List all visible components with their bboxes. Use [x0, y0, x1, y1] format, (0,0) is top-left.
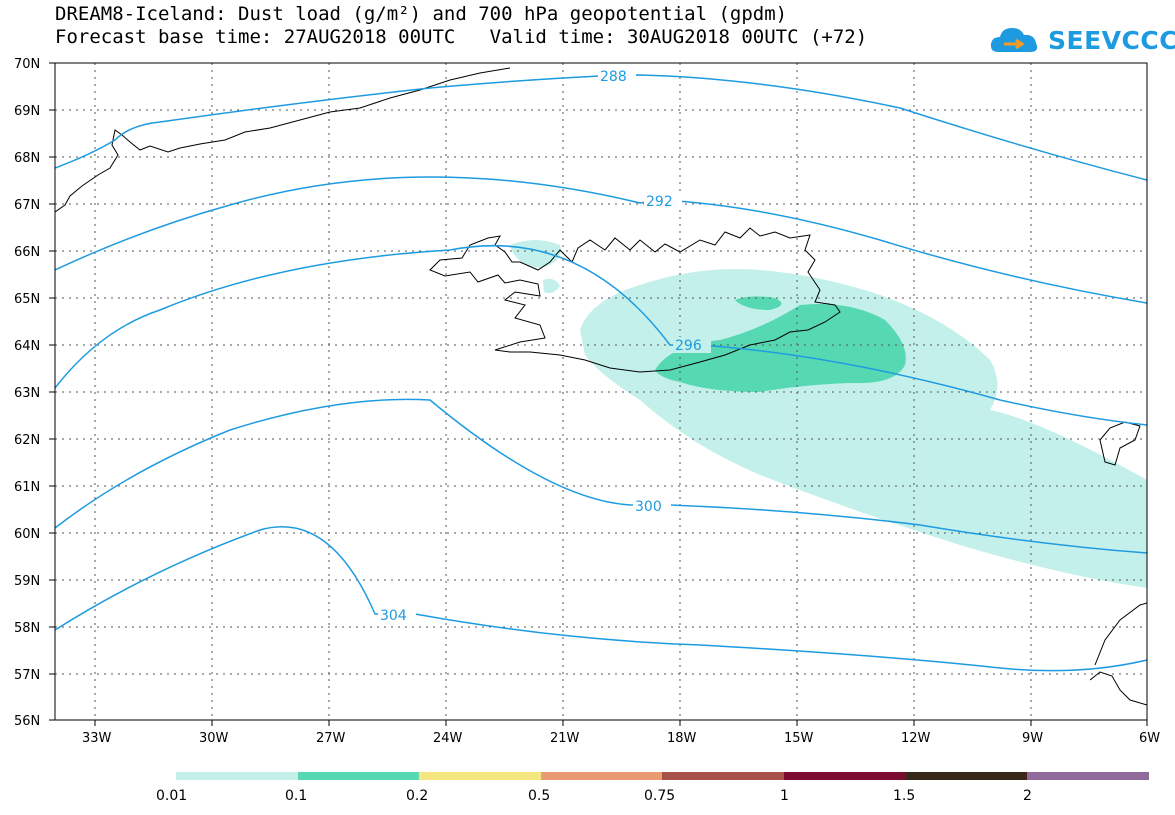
contour-label-300: 300	[635, 499, 662, 515]
lat-label-61n: 61N	[14, 480, 40, 495]
geopotential-contours	[55, 74, 1147, 672]
cloud-icon	[990, 28, 1038, 52]
greenland-coastline	[55, 67, 511, 213]
contour-label-292: 292	[646, 194, 673, 210]
lon-label-9w: 9W	[1022, 731, 1043, 746]
colorbar-swatch-3	[541, 772, 662, 780]
contour-300	[55, 398, 1147, 554]
contour-288	[55, 74, 1147, 181]
colorbar-label-6: 1.5	[893, 788, 915, 804]
dust-shading-light-west	[510, 240, 561, 268]
colorbar-label-2: 0.2	[406, 788, 428, 804]
dust-shading-medium-north	[735, 296, 782, 310]
colorbar-swatch-4	[662, 772, 784, 780]
dust-shading-medium	[655, 304, 906, 392]
lat-label-62n: 62N	[14, 433, 40, 448]
lon-label-15w: 15W	[784, 731, 814, 746]
lat-label-67n: 67N	[14, 198, 40, 213]
colorbar-swatch-6	[906, 772, 1027, 780]
lat-label-58n: 58N	[14, 621, 40, 636]
lon-label-21w: 21W	[550, 731, 580, 746]
colorbar-swatch-5	[784, 772, 906, 780]
logo-text: SEEVCCC	[1048, 26, 1175, 55]
colorbar-swatch-2	[419, 772, 541, 780]
contour-label-296: 296	[675, 338, 702, 354]
colorbar-label-4: 0.75	[644, 788, 675, 804]
lat-label-64n: 64N	[14, 339, 40, 354]
colorbar-swatch-1	[298, 772, 419, 780]
contour-labels: 288 292 296 300 304	[378, 68, 711, 624]
lon-label-12w: 12W	[901, 731, 931, 746]
lat-label-70n: 70N	[14, 57, 40, 72]
colorbar-swatch-0	[176, 772, 298, 780]
contour-292	[55, 176, 1147, 304]
colorbar-label-3: 0.5	[528, 788, 550, 804]
lat-label-65n: 65N	[14, 292, 40, 307]
gridlines	[55, 63, 1147, 720]
lat-label-57n: 57N	[14, 668, 40, 683]
contour-304	[55, 526, 1147, 672]
lat-label-63n: 63N	[14, 386, 40, 401]
lat-label-59n: 59N	[14, 574, 40, 589]
colorbar-label-1: 0.1	[285, 788, 307, 804]
lon-label-18w: 18W	[667, 731, 697, 746]
latitude-labels: 70N 69N 68N 67N 66N 65N 64N 63N 62N 61N …	[14, 57, 40, 729]
dust-shading-light-small	[543, 278, 560, 294]
longitude-labels: 33W 30W 27W 24W 21W 18W 15W 12W 9W 6W	[82, 731, 1160, 746]
iceland-coastline	[429, 227, 841, 373]
lat-label-66n: 66N	[14, 245, 40, 260]
chart-subtitle: Forecast base time: 27AUG2018 00UTC Vali…	[55, 26, 868, 48]
lon-label-27w: 27W	[316, 731, 346, 746]
coastlines	[55, 67, 1147, 706]
contour-label-304: 304	[380, 608, 407, 624]
norway-coastline	[1089, 602, 1147, 706]
contour-label-288: 288	[600, 69, 627, 85]
lat-label-56n: 56N	[14, 714, 40, 729]
lon-label-33w: 33W	[82, 731, 112, 746]
colorbar-label-5: 1	[780, 788, 789, 804]
lon-label-6w: 6W	[1139, 731, 1160, 746]
lat-label-68n: 68N	[14, 151, 40, 166]
contour-296	[55, 244, 1147, 426]
colorbar-label-0: 0.01	[156, 788, 187, 804]
colorbar: 0.01 0.1 0.2 0.5 0.75 1 1.5 2	[156, 772, 1149, 804]
lat-label-69n: 69N	[14, 104, 40, 119]
lon-label-24w: 24W	[433, 731, 463, 746]
chart-title: DREAM8-Iceland: Dust load (g/m²) and 700…	[55, 3, 788, 25]
scotland-coastline	[1099, 421, 1141, 466]
tick-marks	[49, 62, 1148, 726]
lat-label-60n: 60N	[14, 527, 40, 542]
colorbar-swatch-7	[1027, 772, 1149, 780]
colorbar-label-7: 2	[1023, 788, 1032, 804]
lon-label-30w: 30W	[199, 731, 229, 746]
